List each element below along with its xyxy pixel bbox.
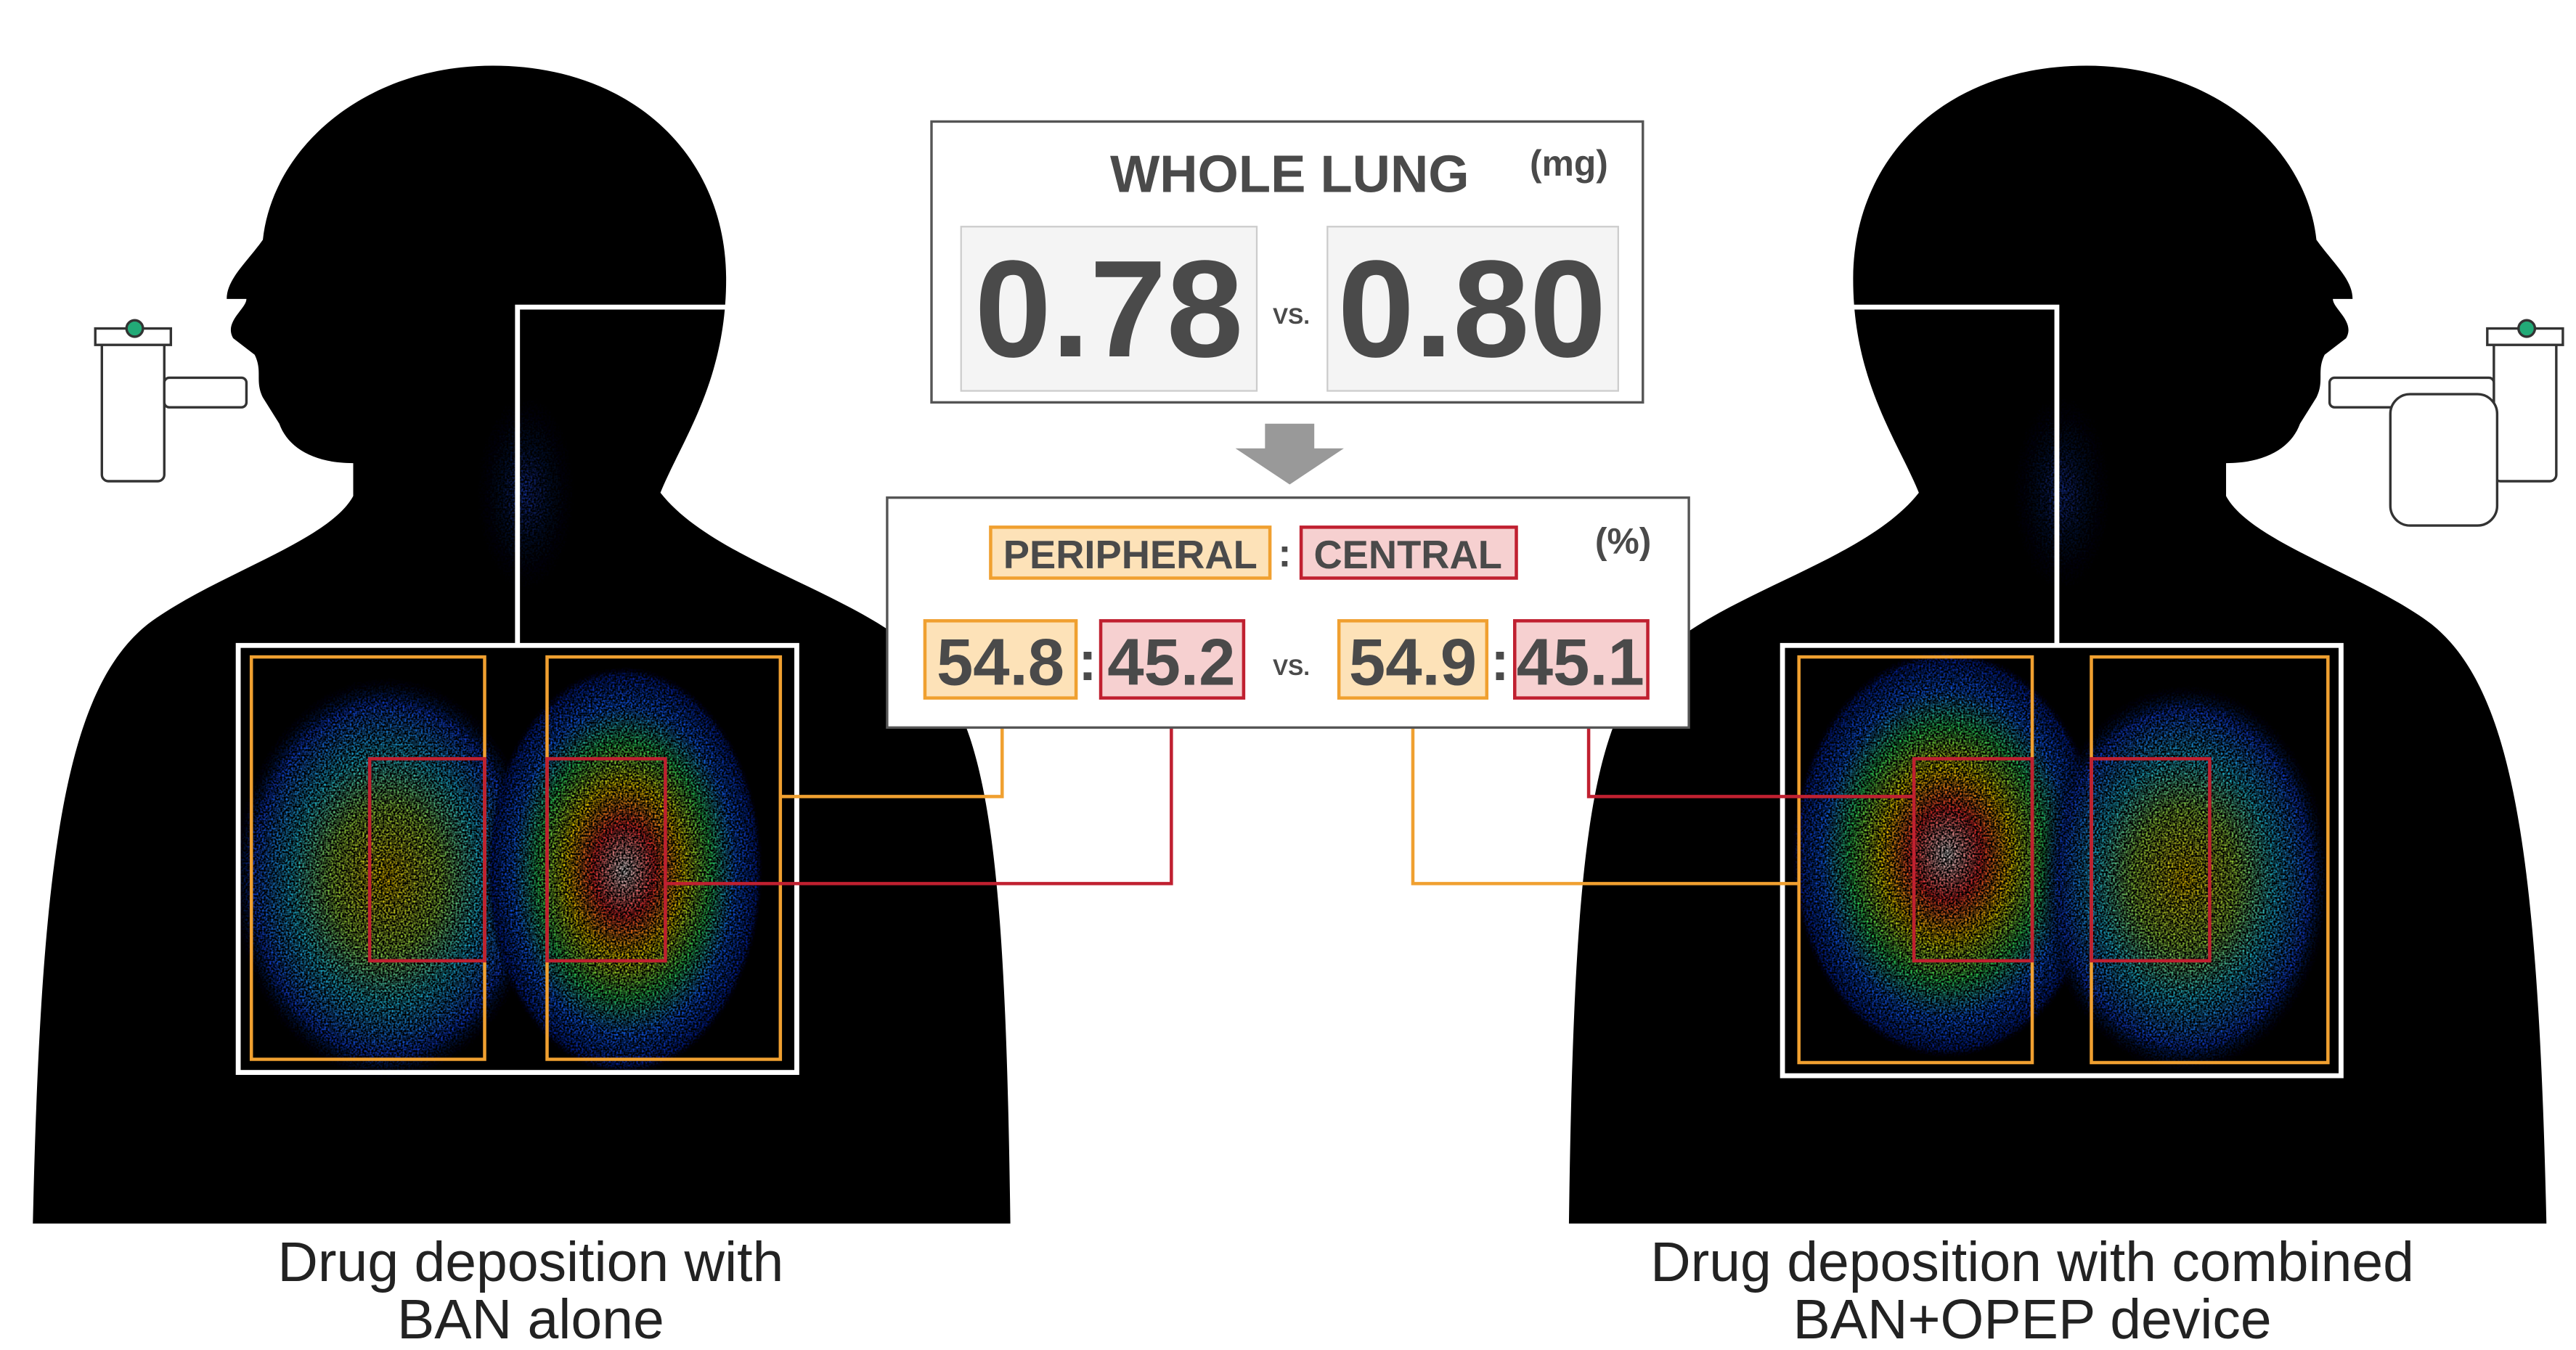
peripheral-tag: [989, 525, 1272, 580]
left-heatmap: [229, 377, 765, 1084]
left-peripheral-box: [923, 619, 1078, 700]
down-arrow: [1235, 423, 1344, 485]
whole-lung-unit: (mg): [1530, 143, 1608, 184]
right-heatmap: [1790, 377, 2334, 1076]
left-peripheral: 54.8: [937, 626, 1064, 700]
left-caption-line: Drug deposition with: [277, 1231, 783, 1293]
left-central: 45.2: [1107, 626, 1235, 700]
right-total: 0.80: [1337, 232, 1606, 386]
central-label: CENTRAL: [1313, 533, 1501, 577]
left-caption-line: BAN alone: [397, 1288, 664, 1350]
right-caption-line: Drug deposition with combined: [1650, 1231, 2414, 1293]
separator: :: [1078, 630, 1097, 692]
right-caption-line: BAN+OPEP device: [1793, 1288, 2271, 1350]
separator: :: [1278, 531, 1291, 576]
left-device: [94, 319, 248, 483]
right-regions: [1780, 642, 2344, 1079]
central-tag: [1299, 525, 1518, 580]
whole-lung-title: WHOLE LUNG: [1110, 145, 1470, 204]
vs-label: VS.: [1273, 303, 1310, 329]
ratio-unit: (%): [1595, 521, 1651, 562]
right-central-box: [1512, 619, 1650, 700]
left-total: 0.78: [974, 232, 1243, 386]
right-peripheral: 54.9: [1349, 626, 1477, 700]
left-central-box: [1099, 619, 1246, 700]
separator: :: [1491, 630, 1509, 692]
left-total-box: [960, 226, 1258, 392]
right-central: 45.1: [1517, 626, 1644, 700]
peripheral-label: PERIPHERAL: [1003, 533, 1258, 577]
right-total-box: [1326, 226, 1619, 392]
right-device: [2328, 319, 2564, 527]
right-peripheral-box: [1337, 619, 1489, 700]
vs-label: VS.: [1273, 654, 1310, 680]
connectors: [515, 304, 2060, 885]
